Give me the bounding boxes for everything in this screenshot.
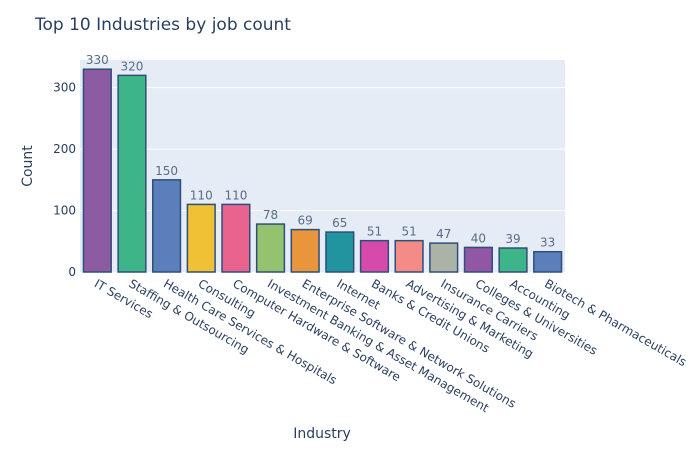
bar-value-label: 330	[86, 53, 109, 67]
y-tick-label: 100	[53, 204, 76, 218]
bar[interactable]	[429, 242, 459, 273]
bar[interactable]	[117, 74, 147, 273]
bar[interactable]	[533, 250, 563, 273]
bar[interactable]	[498, 247, 528, 273]
bar[interactable]	[82, 68, 112, 273]
y-axis-title: Count	[20, 145, 36, 187]
bar[interactable]	[290, 228, 320, 273]
bars	[82, 68, 563, 273]
bar[interactable]	[325, 231, 355, 273]
y-tick-label: 300	[53, 81, 76, 95]
bar-value-label: 150	[155, 164, 178, 178]
y-tick-label: 0	[68, 265, 76, 279]
bar[interactable]	[221, 203, 251, 273]
bar[interactable]	[152, 179, 182, 273]
y-axis-ticks: 0 100 200 300	[53, 81, 76, 279]
bar[interactable]	[186, 203, 216, 273]
bar[interactable]	[463, 246, 493, 273]
bar-value-label: 78	[263, 208, 278, 222]
data-labels: 330 320 150 110 110 78 69 65 51 51 47 40 39 33	[86, 53, 555, 250]
bar-value-label: 51	[401, 225, 416, 239]
bar[interactable]	[255, 223, 286, 273]
bar-value-label: 39	[505, 232, 520, 246]
bar[interactable]	[394, 239, 424, 273]
bar-value-label: 110	[190, 188, 213, 202]
bar-value-label: 33	[540, 236, 555, 250]
bar-value-label: 110	[224, 188, 247, 202]
bar-value-label: 40	[471, 231, 486, 245]
bar-value-label: 320	[121, 59, 144, 73]
chart-title: Top 10 Industries by job count	[34, 15, 291, 35]
bar[interactable]	[359, 239, 390, 273]
bar-value-label: 47	[436, 227, 451, 241]
bar-value-label: 65	[332, 216, 347, 230]
bar-value-label: 51	[367, 225, 382, 239]
bar-value-label: 69	[298, 214, 313, 228]
x-tick-label: Biotech & Pharmaceuticals	[542, 276, 689, 369]
x-axis-title: Industry	[293, 426, 351, 442]
y-tick-label: 200	[53, 142, 76, 156]
